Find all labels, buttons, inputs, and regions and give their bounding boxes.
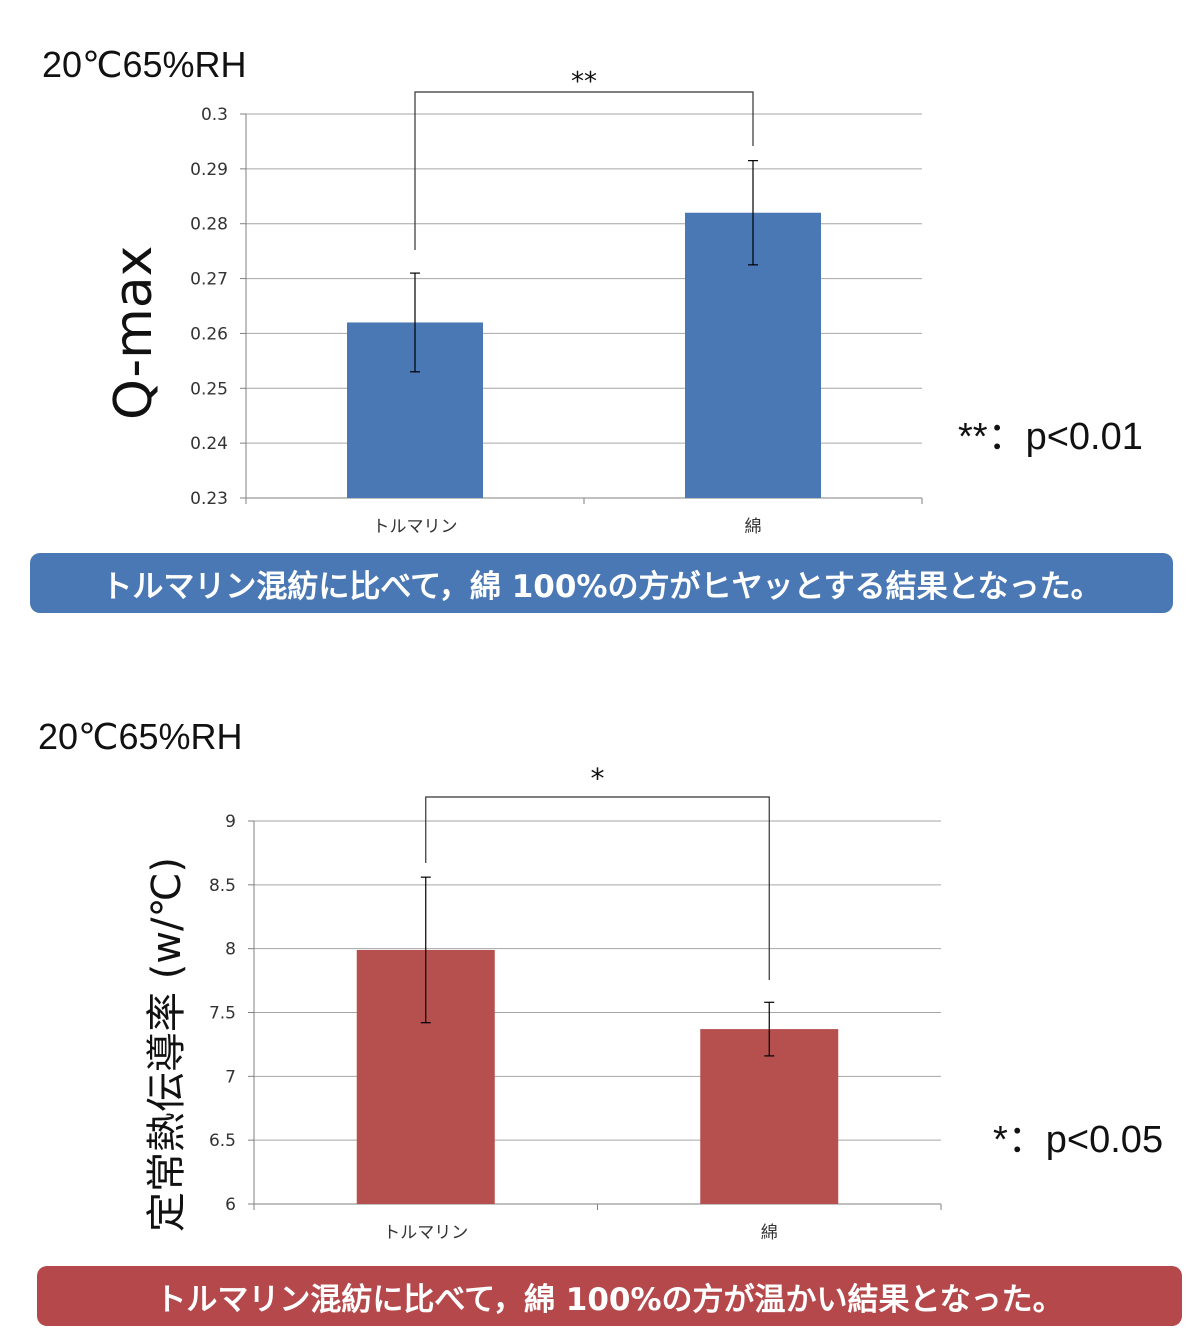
chart-panel-conductivity: 20℃65%RH 定常熱伝導率 (w/℃) 6 6.5 7 7.5 8 8.5 9 トルマリン… xyxy=(0,660,1200,1341)
bar-chart-conductivity: 6 6.5 7 7.5 8 8.5 9 トルマリン 綿 * xyxy=(209,762,942,1243)
bar-chart-qmax: 0.23 0.24 0.25 0.26 0.27 0.28 0.29 0.3 トルマリン 綿 ** xyxy=(190,67,923,537)
significance-note: **：p<0.01 xyxy=(958,416,1143,458)
y-tick-label: 0.24 xyxy=(190,434,228,454)
y-tick-label: 7 xyxy=(225,1067,236,1087)
y-tick-label: 6.5 xyxy=(209,1131,236,1151)
y-tick-label: 0.27 xyxy=(190,270,228,290)
y-tick-label: 0.28 xyxy=(190,215,228,235)
y-tick-label: 0.26 xyxy=(190,324,228,344)
significance-marker: * xyxy=(591,762,605,795)
y-tick-label: 0.25 xyxy=(190,379,228,399)
y-tick-label: 6 xyxy=(225,1195,236,1215)
category-label: 綿 xyxy=(745,517,762,537)
y-tick-label: 7.5 xyxy=(209,1004,236,1024)
y-tick-label: 0.23 xyxy=(190,489,228,509)
significance-bracket xyxy=(425,796,770,980)
category-label: 綿 xyxy=(761,1223,778,1243)
condition-label: 20℃65%RH xyxy=(42,44,247,85)
summary-banner: トルマリン混紡に比べて，綿 100%の方がヒヤッとする結果となった。 xyxy=(30,553,1173,613)
chart-panel-qmax: 20℃65%RH Q-max 0.23 0.24 0.25 0.26 0.27 0.28 0… xyxy=(0,0,1200,640)
significance-note: *：p<0.05 xyxy=(993,1119,1164,1161)
y-tick-label: 8 xyxy=(225,940,236,960)
y-tick-label: 0.3 xyxy=(201,105,228,125)
bar xyxy=(700,1029,839,1204)
significance-marker: ** xyxy=(571,67,597,97)
y-tick-label: 8.5 xyxy=(209,876,236,896)
y-tick-label: 9 xyxy=(225,812,236,832)
category-label: トルマリン xyxy=(383,1223,468,1243)
y-tick-label: 0.29 xyxy=(190,160,228,180)
condition-label: 20℃65%RH xyxy=(38,716,243,757)
significance-bracket xyxy=(414,91,754,250)
category-label: トルマリン xyxy=(373,517,458,537)
summary-banner: トルマリン混紡に比べて，綿 100%の方が温かい結果となった。 xyxy=(37,1266,1182,1326)
